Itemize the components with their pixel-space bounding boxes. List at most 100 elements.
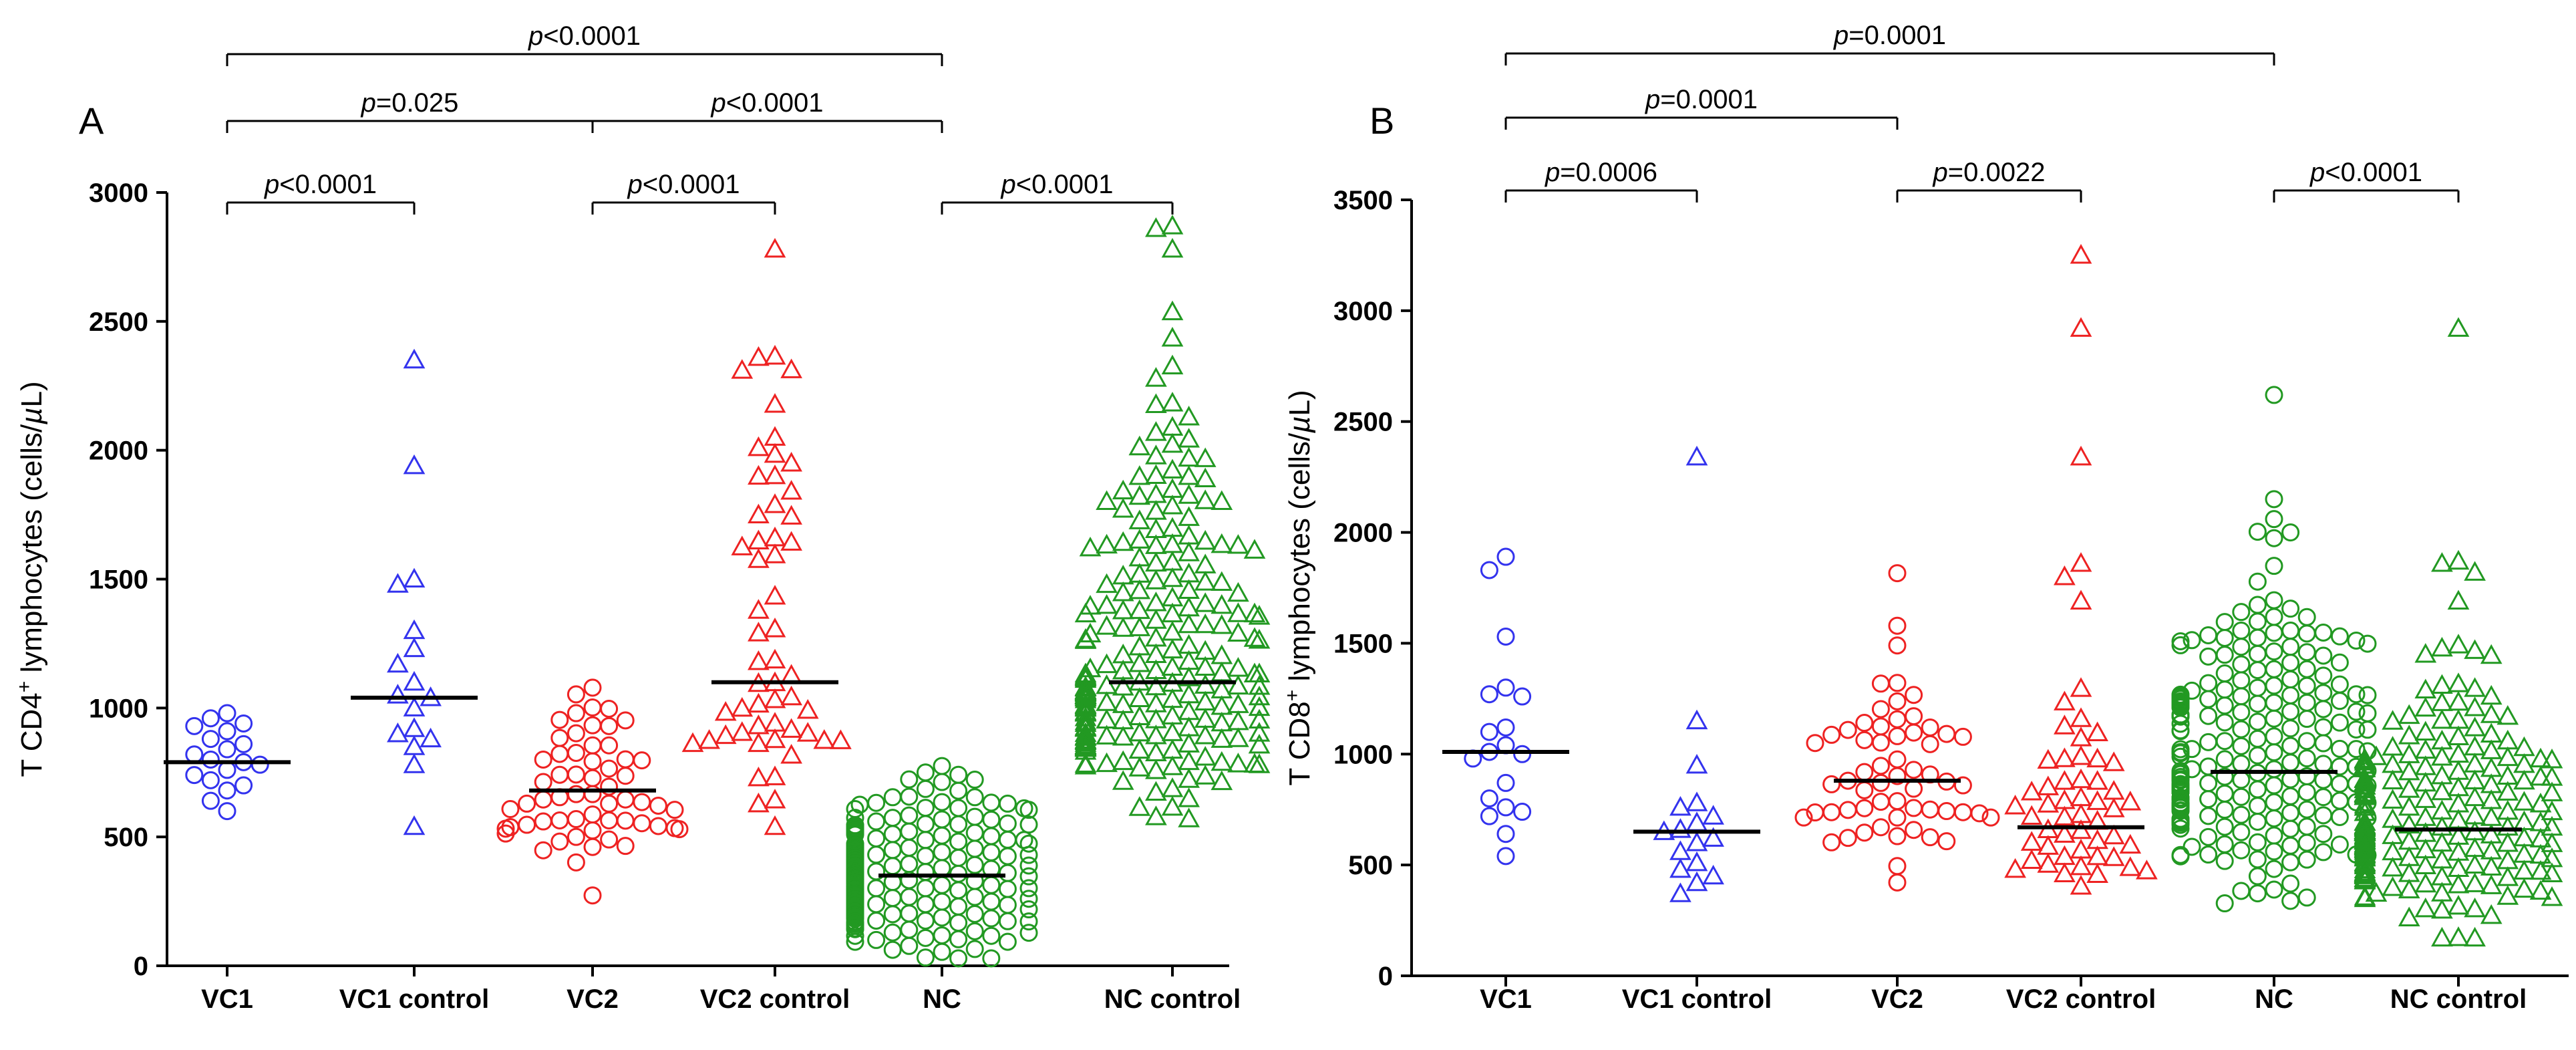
data-point-triangle bbox=[1096, 490, 1118, 510]
data-point-circle bbox=[933, 942, 951, 961]
data-point-circle bbox=[1496, 773, 1515, 792]
data-point-circle bbox=[1480, 789, 1498, 808]
data-point-triangle bbox=[1243, 627, 1266, 647]
data-point-circle bbox=[2314, 825, 2333, 843]
data-point-triangle bbox=[1227, 753, 1249, 773]
data-point-circle bbox=[2232, 823, 2251, 841]
data-point-triangle bbox=[387, 652, 409, 673]
data-point-circle bbox=[1496, 847, 1515, 866]
data-point-triangle bbox=[2382, 769, 2404, 789]
y-axis-label: T CD4+ lymphocytes (cells/µL) bbox=[13, 381, 48, 777]
p-value-label: p=0.0001 bbox=[1645, 85, 1758, 114]
data-point-circle bbox=[949, 949, 968, 968]
data-point-circle bbox=[2347, 740, 2366, 759]
data-point-triangle bbox=[1227, 727, 1249, 747]
data-point-circle bbox=[2265, 809, 2283, 827]
data-point-circle bbox=[2215, 851, 2234, 870]
data-point-circle bbox=[201, 771, 220, 789]
data-point-circle bbox=[1888, 692, 1907, 710]
data-point-circle bbox=[2171, 636, 2190, 654]
y-tick-label: 2500 bbox=[1333, 408, 1393, 437]
data-point-circle bbox=[1953, 776, 1972, 795]
data-point-circle bbox=[2199, 827, 2218, 846]
data-point-circle bbox=[1888, 808, 1907, 827]
data-point-circle bbox=[998, 932, 1017, 951]
data-point-triangle bbox=[2464, 639, 2486, 659]
data-point-triangle bbox=[2431, 636, 2453, 657]
data-point-triangle bbox=[2497, 885, 2519, 905]
data-point-circle bbox=[1888, 564, 1907, 583]
data-point-circle bbox=[2297, 783, 2316, 801]
data-point-triangle bbox=[2541, 862, 2563, 882]
data-point-circle bbox=[1871, 674, 1890, 693]
data-point-triangle bbox=[714, 701, 737, 721]
data-point-circle bbox=[185, 766, 204, 785]
panel-letter: A bbox=[79, 100, 104, 142]
y-tick-label: 2500 bbox=[89, 307, 148, 337]
data-point-triangle bbox=[1074, 629, 1097, 649]
data-point-circle bbox=[2347, 702, 2366, 721]
data-point-circle bbox=[2330, 807, 2349, 826]
data-point-circle bbox=[2248, 812, 2267, 831]
data-point-circle bbox=[949, 781, 968, 800]
data-point-triangle bbox=[2054, 862, 2076, 882]
data-point-circle bbox=[201, 791, 220, 810]
x-category-label: NC bbox=[2255, 985, 2293, 1014]
data-point-triangle bbox=[2447, 874, 2470, 894]
data-point-circle bbox=[1981, 808, 2000, 827]
data-point-triangle bbox=[1074, 726, 1097, 746]
data-point-triangle bbox=[1211, 490, 1233, 510]
data-point-triangle bbox=[1243, 539, 1266, 559]
x-category-label: NC control bbox=[1104, 985, 1241, 1014]
data-point-circle bbox=[916, 948, 935, 967]
data-point-triangle bbox=[1128, 485, 1151, 505]
data-point-triangle bbox=[403, 348, 426, 369]
data-point-triangle bbox=[731, 359, 754, 379]
data-point-circle bbox=[1871, 818, 1890, 837]
data-point-circle bbox=[1480, 807, 1498, 825]
p-value-label: p=0.025 bbox=[361, 88, 459, 118]
data-point-circle bbox=[518, 794, 536, 813]
data-point-triangle bbox=[1685, 791, 1708, 811]
data-point-circle bbox=[633, 793, 651, 811]
data-point-triangle bbox=[1685, 709, 1708, 730]
data-point-triangle bbox=[2070, 244, 2092, 264]
data-point-triangle bbox=[2037, 749, 2060, 769]
data-point-circle bbox=[2248, 746, 2267, 765]
p-value-label: p<0.0001 bbox=[627, 170, 740, 199]
data-point-triangle bbox=[1211, 614, 1233, 634]
data-point-triangle bbox=[1248, 662, 1271, 682]
y-tick-label: 2000 bbox=[1333, 519, 1393, 548]
data-point-circle bbox=[185, 716, 204, 735]
data-point-triangle bbox=[2480, 874, 2503, 894]
data-point-triangle bbox=[403, 454, 426, 475]
data-point-triangle bbox=[1112, 770, 1134, 790]
data-point-triangle bbox=[2354, 775, 2376, 795]
data-point-triangle bbox=[1685, 445, 1708, 466]
data-point-circle bbox=[1496, 718, 1515, 737]
data-point-triangle bbox=[1079, 536, 1102, 557]
data-point-circle bbox=[900, 936, 919, 955]
data-point-circle bbox=[1953, 727, 1972, 746]
data-point-triangle bbox=[2070, 445, 2092, 466]
data-point-triangle bbox=[1702, 827, 1724, 847]
data-point-triangle bbox=[1145, 444, 1167, 465]
data-point-triangle bbox=[2497, 866, 2519, 886]
data-point-triangle bbox=[2414, 696, 2437, 717]
data-point-circle bbox=[2330, 653, 2349, 672]
data-point-triangle bbox=[780, 685, 802, 706]
data-point-circle bbox=[2248, 694, 2267, 713]
data-point-circle bbox=[2265, 624, 2283, 642]
data-point-circle bbox=[2248, 661, 2267, 680]
data-point-triangle bbox=[1227, 534, 1249, 554]
y-tick-label: 3500 bbox=[1333, 186, 1393, 215]
data-point-triangle bbox=[2102, 797, 2125, 817]
data-point-triangle bbox=[1178, 406, 1200, 426]
data-point-triangle bbox=[1227, 622, 1249, 642]
data-point-triangle bbox=[764, 442, 786, 463]
data-point-triangle bbox=[2054, 714, 2076, 735]
data-point-circle bbox=[1806, 734, 1824, 753]
data-point-triangle bbox=[1211, 751, 1233, 771]
data-point-circle bbox=[1822, 775, 1841, 793]
